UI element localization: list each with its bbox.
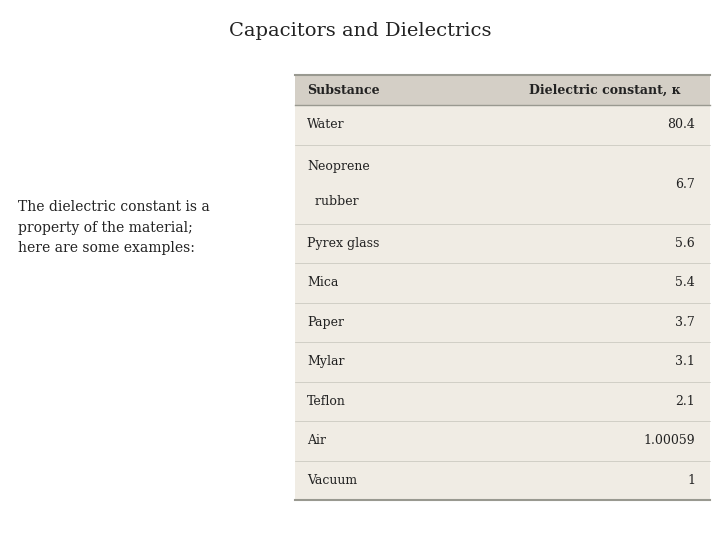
- Text: 3.1: 3.1: [675, 355, 695, 368]
- Text: 5.6: 5.6: [675, 237, 695, 249]
- Text: Mica: Mica: [307, 276, 338, 289]
- Bar: [295, 75, 710, 105]
- Text: rubber: rubber: [307, 195, 359, 208]
- Text: Air: Air: [307, 434, 326, 447]
- Text: Paper: Paper: [307, 316, 344, 329]
- Text: 6.7: 6.7: [675, 178, 695, 191]
- Text: 3.7: 3.7: [675, 316, 695, 329]
- Text: Dielectric constant, κ: Dielectric constant, κ: [529, 84, 681, 97]
- Bar: [295, 75, 710, 500]
- Text: The dielectric constant is a
property of the material;
here are some examples:: The dielectric constant is a property of…: [18, 200, 210, 255]
- Text: Pyrex glass: Pyrex glass: [307, 237, 379, 249]
- Text: 1: 1: [687, 474, 695, 487]
- Text: Water: Water: [307, 118, 345, 131]
- Text: Mylar: Mylar: [307, 355, 344, 368]
- Text: 1.00059: 1.00059: [644, 434, 695, 447]
- Text: 80.4: 80.4: [667, 118, 695, 131]
- Text: Teflon: Teflon: [307, 395, 346, 408]
- Text: 5.4: 5.4: [675, 276, 695, 289]
- Text: Capacitors and Dielectrics: Capacitors and Dielectrics: [229, 22, 491, 40]
- Text: 2.1: 2.1: [675, 395, 695, 408]
- Text: Vacuum: Vacuum: [307, 474, 357, 487]
- Text: Substance: Substance: [307, 84, 379, 97]
- Text: Neoprene: Neoprene: [307, 160, 370, 173]
